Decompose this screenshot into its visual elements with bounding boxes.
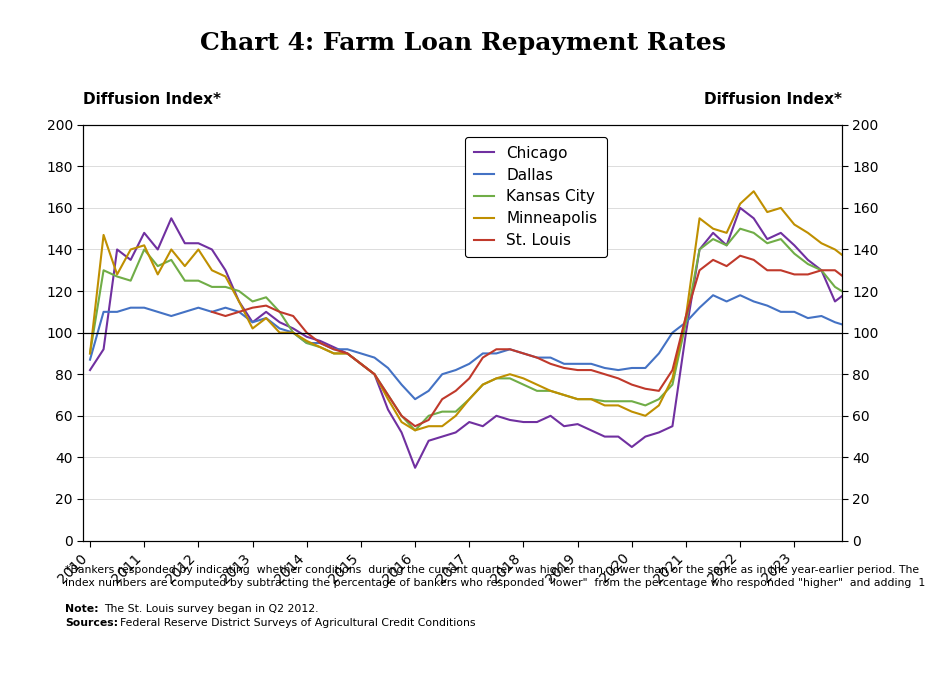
Kansas City: [450, 407, 462, 416]
Chicago: [192, 239, 204, 247]
St. Louis: [883, 333, 894, 341]
Chicago: [572, 420, 583, 428]
Line: Dallas: Dallas: [90, 295, 925, 399]
Chicago: [640, 432, 651, 441]
St. Louis: [382, 391, 393, 399]
Dallas: [192, 304, 204, 312]
Text: Chart 4: Farm Loan Repayment Rates: Chart 4: Farm Loan Repayment Rates: [200, 31, 725, 55]
Chicago: [518, 418, 529, 426]
Kansas City: [640, 401, 651, 410]
Kansas City: [84, 349, 95, 358]
Kansas City: [572, 395, 583, 403]
Text: Federal Reserve District Surveys of Agricultural Credit Conditions: Federal Reserve District Surveys of Agri…: [120, 618, 475, 628]
Text: Diffusion Index*: Diffusion Index*: [83, 92, 221, 107]
Kansas City: [518, 380, 529, 389]
Line: Kansas City: Kansas City: [90, 229, 925, 430]
Line: Chicago: Chicago: [90, 208, 925, 468]
St. Louis: [288, 312, 299, 320]
Chicago: [734, 204, 746, 212]
Text: The St. Louis survey began in Q2 2012.: The St. Louis survey began in Q2 2012.: [105, 604, 319, 614]
Dallas: [572, 360, 583, 368]
St. Louis: [491, 345, 502, 353]
Dallas: [708, 291, 719, 299]
Dallas: [640, 364, 651, 372]
St. Louis: [734, 252, 746, 260]
Chicago: [410, 464, 421, 472]
Kansas City: [410, 426, 421, 435]
Minneapolis: [84, 349, 95, 358]
Chicago: [84, 366, 95, 374]
Text: Diffusion Index*: Diffusion Index*: [704, 92, 842, 107]
St. Louis: [342, 349, 353, 358]
St. Louis: [410, 422, 421, 430]
Text: Sources:: Sources:: [65, 618, 117, 628]
Kansas City: [192, 277, 204, 285]
Legend: Chicago, Dallas, Kansas City, Minneapolis, St. Louis: Chicago, Dallas, Kansas City, Minneapoli…: [465, 137, 607, 257]
Minneapolis: [450, 412, 462, 420]
Dallas: [410, 395, 421, 403]
Line: Minneapolis: Minneapolis: [90, 191, 925, 430]
Minneapolis: [572, 395, 583, 403]
Kansas City: [734, 225, 746, 233]
Minneapolis: [640, 412, 651, 420]
St. Louis: [206, 308, 217, 316]
Text: *Bankers responded by indicating  whether conditions  during the current quarter: *Bankers responded by indicating whether…: [65, 565, 925, 588]
Minneapolis: [192, 245, 204, 254]
Chicago: [653, 428, 664, 437]
Text: Note:: Note:: [65, 604, 98, 614]
Minneapolis: [653, 401, 664, 410]
Dallas: [84, 356, 95, 364]
Minneapolis: [410, 426, 421, 435]
Minneapolis: [518, 374, 529, 383]
Line: St. Louis: St. Louis: [212, 256, 925, 426]
Minneapolis: [748, 187, 759, 195]
Dallas: [653, 349, 664, 358]
Dallas: [518, 349, 529, 358]
Kansas City: [653, 395, 664, 403]
Chicago: [450, 428, 462, 437]
Dallas: [450, 366, 462, 374]
